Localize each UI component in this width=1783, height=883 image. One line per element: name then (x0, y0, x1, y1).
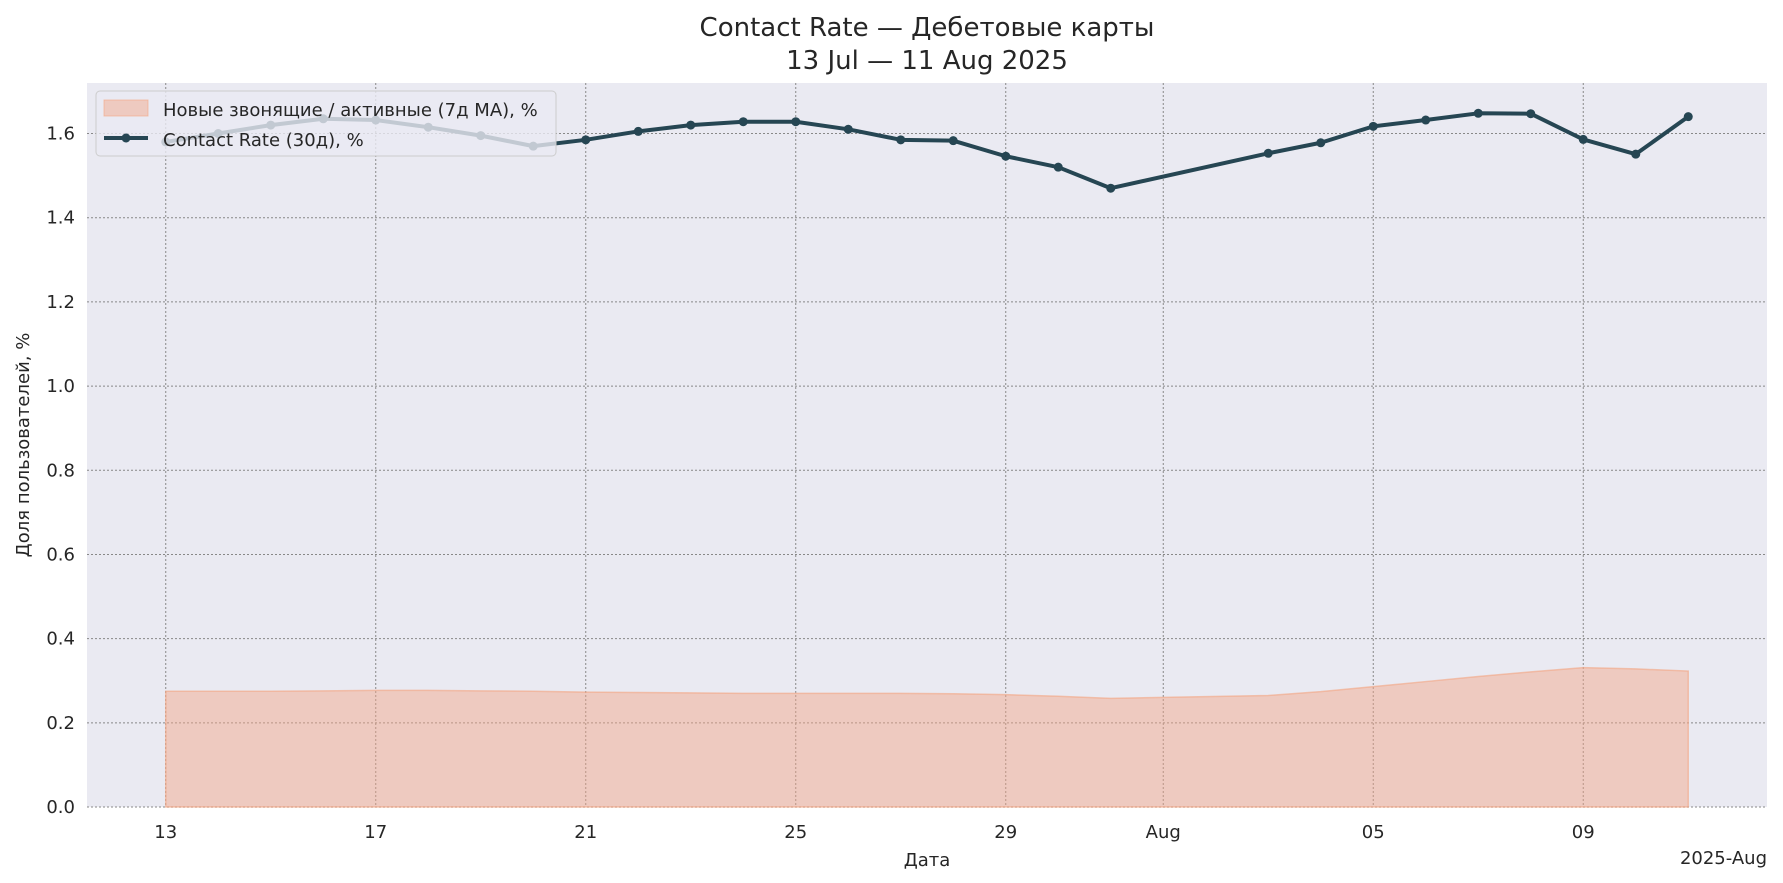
x-tick-label: 13 (154, 822, 177, 843)
contact-rate-point (1526, 109, 1536, 119)
legend-box (95, 90, 557, 157)
x-tick-label: 17 (364, 822, 387, 843)
x-tick-label: 29 (994, 822, 1017, 843)
chart-title: Contact Rate — Дебетовые карты (700, 13, 1155, 43)
y-tick-label: 1.4 (46, 208, 75, 229)
contact-rate-point (686, 120, 696, 130)
x-tick-label: Aug (1146, 822, 1181, 843)
contact-rate-point (1001, 151, 1011, 161)
contact-rate-point (843, 124, 853, 134)
contact-rate-point (1263, 148, 1273, 158)
contact-rate-point (1106, 183, 1116, 193)
y-axis-ticks: 0.0 0.2 0.4 0.6 0.8 1.0 1.2 1.4 1.6 (46, 124, 75, 818)
legend-line-label: Contact Rate (30д), % (163, 130, 364, 151)
contact-rate-point (1368, 121, 1378, 131)
legend-area-label: Новые звонящие / активные (7д MA), % (163, 100, 538, 121)
y-tick-label: 0.0 (46, 797, 75, 818)
legend-line-marker (121, 133, 131, 143)
area-series-layer (165, 666, 1689, 808)
x-tick-label: 09 (1572, 822, 1595, 843)
contact-rate-point (1421, 115, 1431, 125)
y-tick-label: 0.8 (46, 460, 75, 481)
y-tick-label: 0.6 (46, 544, 75, 565)
x-offset-label: 2025-Aug (1680, 848, 1767, 869)
x-tick-label: 05 (1362, 822, 1385, 843)
contact-rate-point (1631, 149, 1641, 159)
legend: Новые звонящие / активные (7д MA), % Con… (95, 90, 557, 157)
y-tick-label: 0.2 (46, 713, 75, 734)
y-tick-label: 1.0 (46, 376, 75, 397)
x-tick-label: 25 (784, 822, 807, 843)
y-tick-label: 0.4 (46, 629, 75, 650)
contact-rate-point (1473, 108, 1483, 118)
y-tick-label: 1.6 (46, 124, 75, 145)
plot-area (87, 83, 1767, 807)
legend-area-swatch (103, 99, 149, 117)
y-axis-label: Доля пользователей, % (13, 333, 34, 558)
area-series-fill (165, 666, 1689, 808)
x-axis-label: Дата (904, 850, 951, 871)
chart-subtitle: 13 Jul — 11 Aug 2025 (786, 46, 1068, 76)
contact-rate-point (1053, 162, 1063, 172)
contact-rate-point (896, 135, 906, 145)
contact-rate-point (581, 135, 591, 145)
contact-rate-point (791, 117, 801, 127)
contact-rate-point (1578, 134, 1588, 144)
contact-rate-point (1683, 112, 1693, 122)
x-axis-ticks: 13 17 21 25 29 Aug 05 09 (154, 822, 1594, 843)
contact-rate-point (738, 117, 748, 127)
contact-rate-point (1316, 138, 1326, 148)
contact-rate-point (633, 126, 643, 136)
contact-rate-point (948, 136, 958, 146)
y-tick-label: 1.2 (46, 292, 75, 313)
x-tick-label: 21 (574, 822, 597, 843)
